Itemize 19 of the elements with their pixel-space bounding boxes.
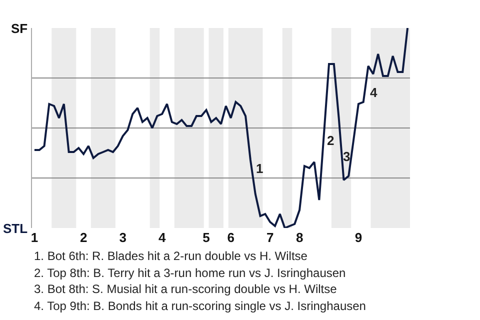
- text: 3. Bot 8th: S. Musial hit a run-scoring double vs H. Wiltse: [34, 282, 338, 296]
- x-tick-label: 7: [266, 230, 274, 245]
- x-tick-label: 3: [119, 230, 126, 245]
- text: STL: [3, 221, 28, 236]
- annotation: 4: [370, 85, 378, 100]
- annotation: 2: [327, 133, 334, 148]
- x-tick-label: 6: [227, 230, 234, 245]
- x-tick-label: 4: [158, 230, 166, 245]
- annotation: 1: [256, 161, 264, 176]
- x-tick-label: 5: [202, 230, 210, 245]
- x-tick-label: 9: [354, 230, 362, 245]
- x-tick-label: 1: [30, 230, 38, 245]
- text: SF: [11, 21, 28, 36]
- x-tick-label: 8: [296, 230, 304, 245]
- text: 1. Bot 6th: R. Blades hit a 2-run double vs H. Wiltse: [34, 249, 308, 263]
- annotation: 3: [343, 149, 350, 164]
- text: 4. Top 9th: B. Bonds hit a run-scoring single vs J. Isringhausen: [34, 299, 366, 313]
- text: 2. Top 8th: B. Terry hit a 3-run home run vs J. Isringhausen: [34, 266, 346, 280]
- x-tick-label: 2: [80, 230, 88, 245]
